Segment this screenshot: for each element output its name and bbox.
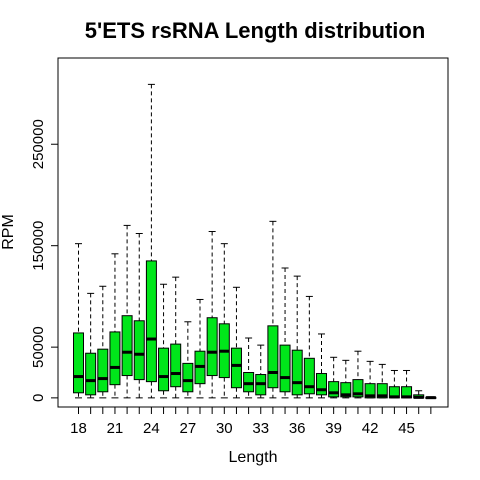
y-tick-label: 50000 bbox=[30, 326, 47, 368]
x-tick-label: 24 bbox=[143, 420, 160, 437]
iqr-box bbox=[133, 320, 145, 381]
y-axis: 0 50000 150000 250000 bbox=[30, 119, 59, 402]
iqr-box bbox=[109, 331, 121, 386]
box-23 bbox=[133, 233, 145, 399]
box-47 bbox=[425, 396, 437, 400]
x-tick-label: 33 bbox=[252, 420, 269, 437]
x-tick-label: 42 bbox=[362, 420, 379, 437]
box-37 bbox=[303, 295, 315, 399]
iqr-box bbox=[340, 382, 352, 398]
iqr-box bbox=[316, 373, 327, 396]
x-tick-label: 21 bbox=[107, 420, 124, 437]
box-42 bbox=[364, 360, 376, 399]
box-20 bbox=[97, 285, 109, 399]
box-45 bbox=[401, 369, 413, 399]
chart-title: 5'ETS rsRNA Length distribution bbox=[85, 18, 426, 43]
box-21 bbox=[109, 253, 121, 399]
iqr-box bbox=[291, 349, 303, 396]
iqr-box bbox=[73, 332, 84, 394]
iqr-box bbox=[376, 383, 388, 399]
box-33 bbox=[255, 344, 267, 399]
box-44 bbox=[388, 369, 400, 399]
iqr-box bbox=[243, 372, 255, 393]
iqr-box bbox=[364, 383, 376, 399]
boxplot-series bbox=[73, 83, 437, 400]
x-tick-label: 39 bbox=[325, 420, 342, 437]
iqr-box bbox=[145, 260, 157, 383]
box-31 bbox=[230, 286, 242, 399]
box-28 bbox=[194, 298, 206, 399]
y-tick-label: 150000 bbox=[30, 221, 47, 271]
x-tick-label: 18 bbox=[70, 420, 87, 437]
box-40 bbox=[340, 359, 352, 399]
iqr-box bbox=[97, 348, 109, 393]
box-30 bbox=[218, 243, 230, 399]
iqr-box bbox=[328, 381, 340, 398]
box-36 bbox=[291, 275, 303, 399]
box-26 bbox=[170, 276, 182, 399]
iqr-box bbox=[230, 347, 242, 389]
y-tick-label: 0 bbox=[30, 394, 47, 402]
iqr-box bbox=[121, 315, 133, 377]
box-22 bbox=[121, 224, 133, 399]
x-tick-label: 30 bbox=[216, 420, 233, 437]
x-axis-label: Length bbox=[229, 449, 278, 466]
x-tick-label: 36 bbox=[289, 420, 306, 437]
box-34 bbox=[267, 220, 279, 399]
box-43 bbox=[376, 363, 388, 399]
box-29 bbox=[206, 230, 218, 399]
box-46 bbox=[413, 390, 425, 399]
box-39 bbox=[328, 356, 340, 399]
iqr-box bbox=[352, 379, 364, 398]
iqr-box bbox=[85, 352, 97, 396]
box-19 bbox=[85, 292, 97, 399]
iqr-box bbox=[267, 325, 279, 389]
y-tick-label: 250000 bbox=[30, 119, 47, 169]
box-27 bbox=[182, 321, 194, 399]
box-38 bbox=[316, 333, 327, 399]
x-tick-label: 27 bbox=[180, 420, 197, 437]
iqr-box bbox=[303, 357, 315, 395]
x-axis: 18 21 24 27 30 33 36 39 42 45 bbox=[70, 406, 432, 437]
iqr-box bbox=[206, 317, 218, 377]
y-axis-label: RPM bbox=[0, 214, 17, 250]
iqr-box bbox=[182, 362, 194, 393]
box-32 bbox=[243, 337, 255, 399]
iqr-box bbox=[158, 347, 170, 392]
box-35 bbox=[279, 267, 291, 399]
box-24 bbox=[145, 83, 157, 399]
iqr-box bbox=[279, 344, 291, 393]
box-18 bbox=[73, 243, 84, 399]
iqr-box bbox=[170, 343, 182, 388]
box-41 bbox=[352, 350, 364, 399]
x-tick-label: 45 bbox=[398, 420, 415, 437]
box-25 bbox=[158, 283, 170, 399]
